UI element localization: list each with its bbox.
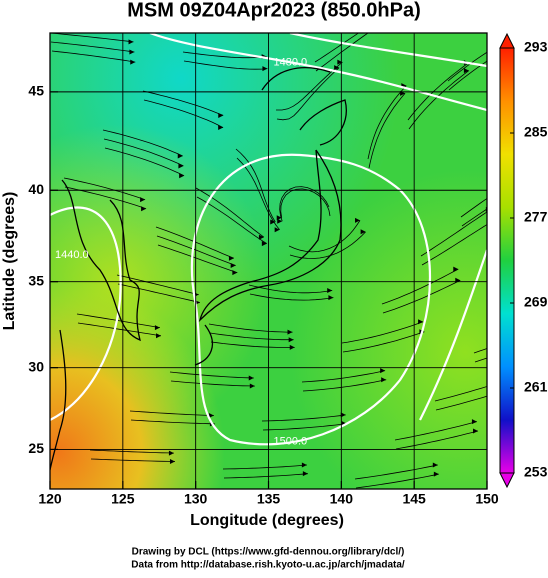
stream-arrow xyxy=(512,31,517,36)
colorbar-tick-label: 277 xyxy=(524,209,548,225)
y-tick-label: 40 xyxy=(28,181,44,197)
credit: Drawing by DCL (https://www.gfd-dennou.o… xyxy=(132,547,405,558)
stream-arrow xyxy=(513,39,518,44)
x-tick-label: 120 xyxy=(38,491,62,507)
colorbar-cap xyxy=(500,473,514,487)
colorbar-tick-label: 253 xyxy=(524,464,548,480)
colorbar-cap xyxy=(500,34,514,48)
contour-label: 1480.0 xyxy=(274,57,308,69)
stream-arrow xyxy=(525,167,530,172)
contour-label: 1440.0 xyxy=(55,249,89,261)
map-field xyxy=(50,13,548,489)
colorbar xyxy=(500,48,514,473)
colorbar-tick-label: 269 xyxy=(524,294,548,310)
y-axis-label: Latitude (degrees) xyxy=(1,192,18,331)
colorbar-tick-label: 293 xyxy=(524,39,548,55)
y-tick-label: 30 xyxy=(28,358,44,374)
x-tick-label: 130 xyxy=(184,491,208,507)
x-tick-label: 150 xyxy=(475,491,499,507)
y-tick-label: 45 xyxy=(28,83,44,99)
chart-title: MSM 09Z04Apr2023 (850.0hPa) xyxy=(127,0,420,21)
x-tick-label: 140 xyxy=(330,491,354,507)
stream-arrow xyxy=(488,218,493,223)
colorbar-tick-label: 285 xyxy=(524,124,548,140)
stream-arrow xyxy=(527,177,532,182)
contour-label: 1500.0 xyxy=(274,435,308,447)
y-tick-label: 35 xyxy=(28,272,44,288)
x-tick-label: 125 xyxy=(111,491,135,507)
credit: Data from http://database.rish.kyoto-u.a… xyxy=(131,560,405,571)
y-tick-label: 25 xyxy=(28,440,44,456)
x-axis-label: Longitude (degrees) xyxy=(190,512,344,529)
x-tick-label: 145 xyxy=(402,491,426,507)
x-tick-label: 135 xyxy=(257,491,281,507)
colorbar-tick-label: 261 xyxy=(524,379,548,395)
